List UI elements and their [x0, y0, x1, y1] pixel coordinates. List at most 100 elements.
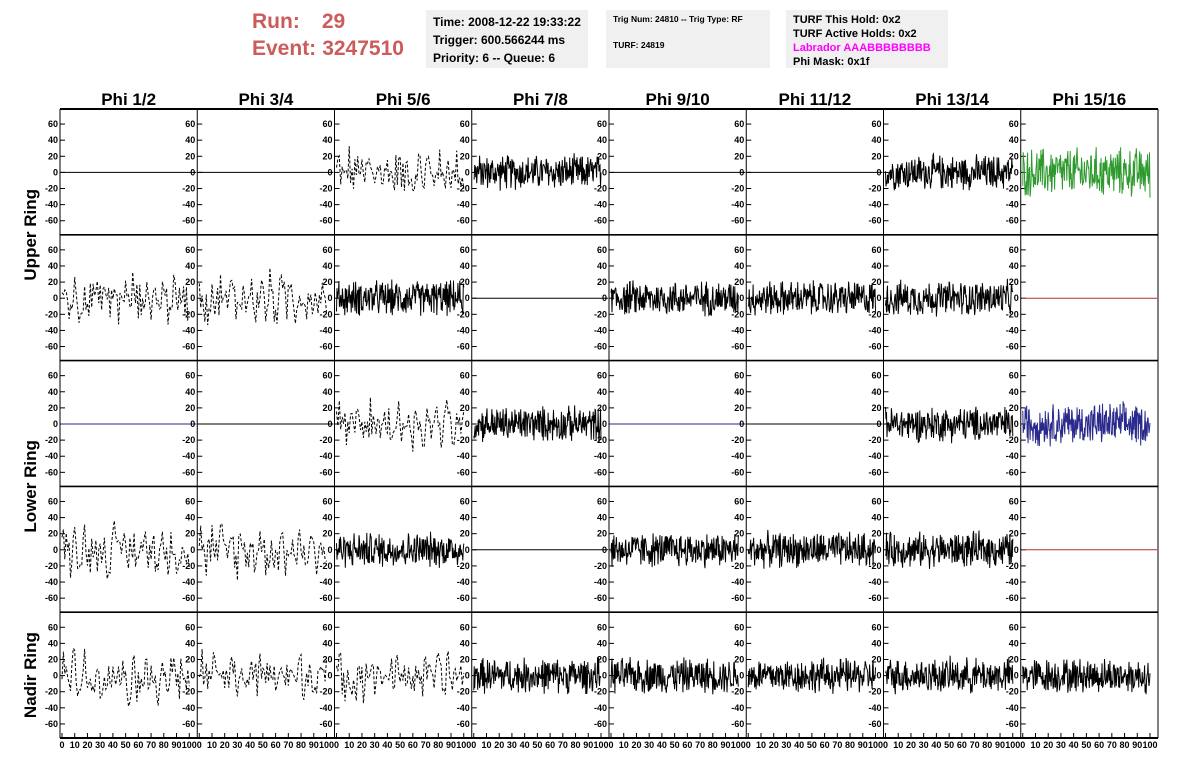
y-tick-label: 60 [871, 245, 881, 255]
y-tick-label: -60 [182, 719, 195, 729]
waveform-trace [610, 280, 739, 317]
x-tick-label: 10 [207, 740, 217, 750]
y-tick-label: 0 [53, 671, 58, 681]
y-tick-label: 0 [190, 167, 195, 177]
y-tick-label: -60 [868, 719, 881, 729]
y-tick-label: -20 [182, 309, 195, 319]
y-tick-label: 60 [1009, 119, 1019, 129]
y-tick-label: -40 [182, 703, 195, 713]
column-title: Phi 11/12 [778, 90, 851, 109]
y-tick-label: -40 [868, 577, 881, 587]
y-tick-label: 60 [48, 245, 58, 255]
phi-mask-line: Phi Mask: 0x1f [793, 56, 870, 68]
y-tick-label: 20 [185, 529, 195, 539]
y-tick-label: -40 [182, 451, 195, 461]
y-tick-label: -20 [45, 309, 58, 319]
y-tick-label: 40 [597, 261, 607, 271]
y-tick-label: 0 [190, 293, 195, 303]
y-tick-label: -60 [457, 467, 470, 477]
y-tick-label: 60 [871, 622, 881, 632]
x-tick-label: 80 [708, 740, 718, 750]
y-tick-label: 20 [185, 151, 195, 161]
run-event-box: Run: 29 Event: 3247510 [252, 8, 422, 62]
column-title: Phi 3/4 [238, 90, 293, 109]
y-tick-label: 20 [1009, 654, 1019, 664]
y-tick-label: 20 [734, 654, 744, 664]
turf-active-line: TURF Active Holds: 0x2 [793, 28, 917, 40]
y-tick-label: -20 [319, 435, 332, 445]
waveform-trace [473, 405, 602, 443]
waveform-trace [473, 657, 602, 695]
y-tick-label: -20 [457, 309, 470, 319]
x-tick-label: 100 [456, 740, 471, 750]
x-tick-label: 70 [146, 740, 156, 750]
time-line: Time: 2008-12-22 19:33:22 [433, 15, 581, 29]
waveform-trace [885, 406, 1014, 444]
y-tick-label: -20 [182, 561, 195, 571]
x-tick-label: 20 [357, 740, 367, 750]
x-tick-label: 60 [1094, 740, 1104, 750]
y-tick-label: 20 [48, 403, 58, 413]
y-tick-label: 0 [739, 419, 744, 429]
y-tick-label: 40 [597, 135, 607, 145]
y-tick-label: -20 [1006, 561, 1019, 571]
y-tick-label: 40 [597, 387, 607, 397]
y-tick-label: 20 [871, 403, 881, 413]
y-tick-label: 20 [734, 151, 744, 161]
y-tick-label: 0 [739, 167, 744, 177]
y-tick-label: 60 [48, 496, 58, 506]
y-tick-label: 0 [1014, 545, 1019, 555]
y-tick-label: 60 [322, 622, 332, 632]
y-tick-label: 60 [1009, 496, 1019, 506]
x-tick-label: 10 [1030, 740, 1040, 750]
y-tick-label: 40 [48, 135, 58, 145]
y-tick-label: 20 [871, 529, 881, 539]
x-tick-label: 10 [893, 740, 903, 750]
y-tick-label: -60 [594, 593, 607, 603]
y-tick-label: 40 [871, 513, 881, 523]
y-tick-label: -20 [319, 561, 332, 571]
y-tick-label: 60 [1009, 245, 1019, 255]
y-tick-label: 60 [185, 622, 195, 632]
y-tick-label: 0 [327, 293, 332, 303]
y-tick-label: -20 [182, 184, 195, 194]
y-tick-label: 0 [876, 293, 881, 303]
y-tick-label: 0 [1014, 671, 1019, 681]
y-tick-label: 20 [185, 654, 195, 664]
x-tick-label: 90 [1132, 740, 1142, 750]
y-tick-label: -60 [594, 342, 607, 352]
x-tick-label: 20 [494, 740, 504, 750]
y-tick-label: -20 [45, 184, 58, 194]
y-tick-label: -60 [319, 342, 332, 352]
y-tick-label: 60 [734, 245, 744, 255]
y-tick-label: -20 [182, 687, 195, 697]
column-title: Phi 9/10 [645, 90, 709, 109]
x-tick-label: 70 [283, 740, 293, 750]
y-tick-label: -60 [731, 467, 744, 477]
y-tick-label: 20 [871, 151, 881, 161]
y-tick-label: 40 [322, 135, 332, 145]
y-tick-label: 20 [871, 277, 881, 287]
x-tick-label: 0 [1020, 740, 1025, 750]
y-tick-label: 0 [465, 545, 470, 555]
x-tick-label: 60 [682, 740, 692, 750]
y-tick-label: 40 [597, 513, 607, 523]
y-tick-label: -60 [45, 216, 58, 226]
waveform-trace [885, 152, 1014, 191]
x-tick-label: 70 [970, 740, 980, 750]
y-tick-label: -40 [868, 200, 881, 210]
y-tick-label: -60 [594, 216, 607, 226]
y-tick-label: 20 [460, 654, 470, 664]
x-tick-label: 60 [820, 740, 830, 750]
y-tick-label: 20 [322, 277, 332, 287]
x-tick-label: 50 [807, 740, 817, 750]
y-tick-label: 0 [602, 671, 607, 681]
x-tick-label: 70 [421, 740, 431, 750]
y-tick-label: 60 [597, 622, 607, 632]
x-tick-label: 80 [433, 740, 443, 750]
y-tick-label: 20 [322, 529, 332, 539]
x-tick-label: 80 [296, 740, 306, 750]
y-tick-label: -60 [319, 216, 332, 226]
x-tick-label: 20 [769, 740, 779, 750]
